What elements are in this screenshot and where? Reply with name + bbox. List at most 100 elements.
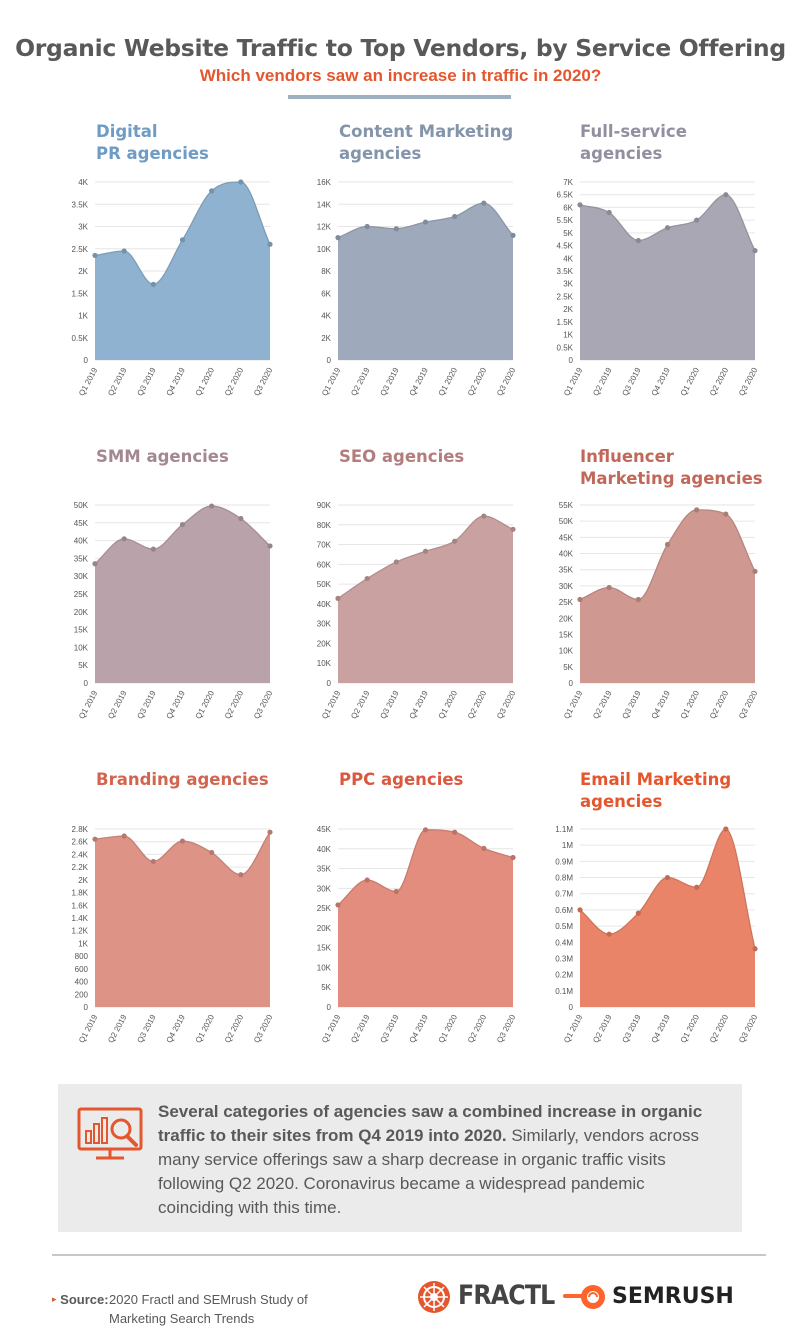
- y-tick-label: 10K: [317, 245, 332, 254]
- x-tick-label: Q3 2019: [620, 366, 643, 398]
- semrush-logo-icon: [563, 1282, 609, 1316]
- y-tick-label: 600: [75, 965, 89, 974]
- data-point: [577, 907, 583, 913]
- y-tick-label: 0.7M: [555, 890, 573, 899]
- data-point: [577, 596, 583, 603]
- charts-grid: 0 0.5K 1K 1.5K 2K 2.5K 3K 3.5K 4K Q1 2019 Q2 2019 Q…: [72, 178, 760, 1045]
- chart-title-email-marketing: Email Marketing agencies: [580, 770, 732, 811]
- y-tick-label: 40K: [559, 550, 574, 559]
- x-tick-label: Q4 2019: [650, 1013, 673, 1045]
- y-tick-label: 0.5M: [555, 922, 573, 931]
- x-tick-label: Q2 2020: [466, 1013, 489, 1045]
- y-tick-label: 800: [75, 952, 89, 961]
- chart-title-seo: SEO agencies: [339, 447, 465, 466]
- x-tick-label: Q2 2020: [708, 1013, 731, 1045]
- y-tick-label: 6K: [563, 203, 573, 212]
- y-tick-label: 1K: [78, 939, 88, 948]
- data-point: [422, 548, 429, 554]
- y-tick-label: 200: [75, 990, 89, 999]
- x-tick-label: Q2 2019: [591, 366, 614, 398]
- x-tick-label: Q3 2020: [252, 1013, 275, 1045]
- y-tick-label: 0.9M: [555, 857, 573, 866]
- fractl-logo-text: FRACTL: [458, 1280, 555, 1311]
- y-tick-label: 70K: [317, 541, 332, 550]
- y-tick-label: 0: [327, 1003, 332, 1012]
- y-tick-label: 55K: [559, 501, 574, 510]
- x-tick-label: Q1 2020: [194, 689, 217, 721]
- x-tick-label: Q1 2019: [320, 1013, 343, 1045]
- y-tick-label: 0: [327, 679, 332, 688]
- y-tick-label: 0.2M: [555, 971, 573, 980]
- y-tick-label: 20K: [317, 924, 332, 933]
- data-point: [267, 241, 273, 247]
- data-point: [267, 829, 273, 835]
- x-tick-label: Q3 2020: [252, 689, 275, 721]
- y-tick-label: 20K: [74, 608, 89, 617]
- x-tick-label: Q2 2019: [349, 689, 372, 721]
- data-point: [150, 546, 156, 552]
- y-tick-label: 30K: [317, 884, 332, 893]
- x-tick-label: Q2 2019: [349, 366, 372, 398]
- y-tick-label: 1.4K: [72, 914, 89, 923]
- analytics-monitor-icon: [76, 1106, 146, 1168]
- x-tick-label: Q1 2020: [437, 689, 460, 721]
- data-point: [635, 237, 641, 244]
- x-tick-label: Q1 2019: [562, 366, 585, 398]
- data-point: [422, 827, 429, 833]
- x-tick-label: Q2 2019: [591, 689, 614, 721]
- x-tick-label: Q3 2019: [620, 1013, 643, 1045]
- y-tick-label: 1M: [562, 841, 573, 850]
- data-point: [209, 849, 215, 856]
- data-point: [238, 179, 244, 185]
- y-tick-label: 4K: [321, 312, 331, 321]
- y-tick-label: 0.5K: [72, 334, 89, 343]
- data-point: [481, 200, 487, 206]
- data-point: [635, 596, 641, 603]
- data-point: [606, 931, 612, 937]
- y-tick-label: 4K: [78, 178, 88, 187]
- y-tick-label: 10K: [317, 659, 332, 668]
- y-tick-label: 5K: [78, 661, 88, 670]
- y-tick-label: 0: [569, 679, 574, 688]
- data-point: [393, 559, 399, 565]
- x-tick-label: Q2 2019: [349, 1013, 372, 1045]
- y-tick-label: 2K: [321, 334, 331, 343]
- y-tick-label: 1.6K: [72, 901, 89, 910]
- area-fill-influencer-marketing-agencies: [580, 509, 755, 683]
- chart-digital-pr-agencies: 0 0.5K 1K 1.5K 2K 2.5K 3K 3.5K 4K Q1 2019 Q2 2019 Q…: [72, 178, 275, 397]
- y-tick-label: 12K: [317, 223, 332, 232]
- x-tick-label: Q2 2019: [106, 366, 129, 398]
- data-point: [121, 833, 127, 839]
- y-tick-label: 20K: [317, 639, 332, 648]
- data-point: [694, 507, 700, 513]
- y-tick-label: 25K: [317, 904, 332, 913]
- data-point: [452, 829, 458, 835]
- x-tick-label: Q2 2019: [106, 1013, 129, 1045]
- data-point: [481, 513, 487, 519]
- x-tick-label: Q4 2019: [165, 1013, 188, 1045]
- y-tick-label: 15K: [74, 626, 89, 635]
- y-tick-label: 10K: [74, 643, 89, 652]
- x-tick-label: Q2 2020: [466, 689, 489, 721]
- data-point: [510, 854, 516, 861]
- y-tick-label: 0: [569, 356, 574, 365]
- y-tick-label: 60K: [317, 560, 332, 569]
- y-tick-label: 15K: [559, 630, 574, 639]
- x-tick-label: Q3 2019: [620, 689, 643, 721]
- x-tick-label: Q4 2019: [165, 689, 188, 721]
- y-tick-label: 14K: [317, 200, 332, 209]
- x-tick-label: Q4 2019: [650, 366, 673, 398]
- chart-seo-agencies: 0 10K 20K 30K 40K 50K 60K 70K 80K 90K Q1 2019 Q2 20…: [317, 501, 518, 720]
- fractl-logo-icon: [416, 1279, 452, 1319]
- data-point: [752, 946, 758, 952]
- area-fill-content-marketing-agencies: [338, 203, 513, 360]
- data-point: [510, 232, 516, 238]
- y-tick-label: 30K: [559, 582, 574, 591]
- chart-title-ppc: PPC agencies: [339, 770, 464, 789]
- y-tick-label: 4.5K: [557, 242, 574, 251]
- data-point: [150, 858, 156, 865]
- chart-title-digital-pr: Digital PR agencies: [96, 122, 209, 163]
- y-tick-label: 30K: [317, 620, 332, 629]
- chart-title-smm: SMM agencies: [96, 447, 229, 466]
- data-point: [481, 845, 487, 851]
